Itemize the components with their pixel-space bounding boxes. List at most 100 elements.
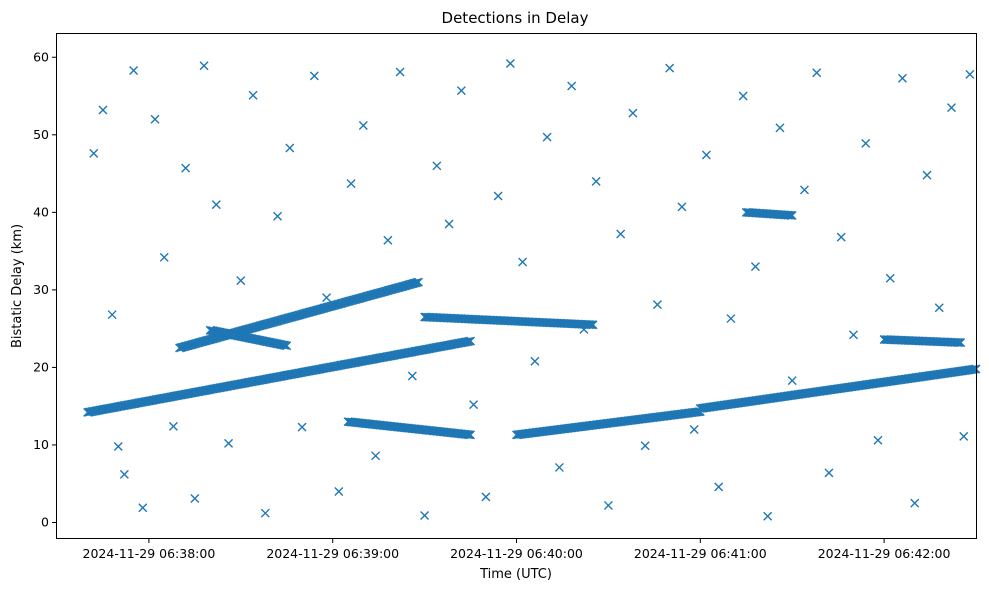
detection-point <box>411 278 421 288</box>
detection-point <box>432 161 442 171</box>
x-axis: 2024-11-29 06:38:00 2024-11-29 06:39:00 20… <box>83 538 951 561</box>
plot-marks <box>83 58 981 521</box>
detection-point <box>282 341 292 351</box>
detection-point <box>946 103 956 113</box>
detection-point <box>554 462 564 472</box>
detection-point <box>763 511 773 521</box>
detection-point <box>786 210 796 220</box>
detection-point <box>481 492 491 502</box>
detection-point <box>603 500 613 510</box>
y-tick-label: 20 <box>33 359 49 374</box>
x-axis-label: Time (UTC) <box>479 567 552 582</box>
detection-point <box>812 68 822 78</box>
detection-point <box>273 211 283 221</box>
detection-point <box>652 300 662 310</box>
detection-point <box>959 431 969 441</box>
detection-point <box>413 277 423 287</box>
detection-point <box>836 232 846 242</box>
detection-point <box>922 170 932 180</box>
y-axis-label: Bistatic Delay (km) <box>10 224 25 348</box>
detection-point <box>784 210 794 220</box>
chart-title: Detections in Delay <box>442 9 589 27</box>
x-tick-label: 2024-11-29 06:41:00 <box>634 546 767 561</box>
detection-point <box>280 340 290 350</box>
detection-point <box>464 430 474 440</box>
detection-point <box>383 235 393 245</box>
detection-point <box>787 210 797 220</box>
plot-frame <box>56 33 977 539</box>
detection-point <box>714 482 724 492</box>
detection-point <box>322 293 332 303</box>
detection-point <box>334 486 344 496</box>
detection-point <box>395 67 405 77</box>
detection-point <box>873 435 883 445</box>
detection-point <box>701 150 711 160</box>
detection-point <box>677 202 687 212</box>
detection-point <box>358 121 368 130</box>
detection-point <box>505 58 515 68</box>
detection-point <box>456 86 466 96</box>
detection-point <box>970 364 980 374</box>
detection-point <box>236 276 246 286</box>
detection-point <box>181 163 191 173</box>
detection-point <box>628 108 638 118</box>
detection-point <box>530 356 540 366</box>
detection-point <box>587 320 597 330</box>
detection-point <box>129 65 139 75</box>
detection-point <box>463 337 473 347</box>
detection-point <box>150 114 160 124</box>
detection-point <box>297 422 307 432</box>
x-tick-label: 2024-11-29 06:38:00 <box>83 546 216 561</box>
detection-point <box>285 143 295 153</box>
detection-point <box>861 138 871 148</box>
detection-point <box>591 176 601 186</box>
detection-point <box>113 442 123 451</box>
detection-point <box>738 91 748 101</box>
detection-point <box>407 371 417 381</box>
detection-point <box>616 229 626 239</box>
detection-point <box>466 336 476 346</box>
detection-point <box>444 219 454 229</box>
detection-point <box>775 123 785 133</box>
detection-point <box>518 257 528 267</box>
detection-point <box>588 320 598 330</box>
detection-point <box>466 430 476 440</box>
detection-point <box>665 63 675 73</box>
detection-point <box>248 90 258 100</box>
detection-point <box>420 511 430 521</box>
detection-point <box>640 441 650 451</box>
detection-point <box>463 430 473 440</box>
detection-point <box>953 337 963 347</box>
detection-point <box>897 73 907 83</box>
detection-point <box>750 262 760 272</box>
y-tick-label: 50 <box>33 127 49 142</box>
detection-point <box>464 336 474 346</box>
detection-point <box>309 71 319 81</box>
detection-point <box>371 451 381 461</box>
x-tick-label: 2024-11-29 06:39:00 <box>266 546 399 561</box>
detection-point <box>260 508 270 518</box>
detection-point <box>579 324 589 334</box>
detection-point <box>89 148 99 158</box>
detection-point <box>98 105 108 115</box>
y-tick-label: 10 <box>33 437 49 452</box>
detection-point <box>412 278 422 288</box>
detection-point <box>224 438 234 448</box>
detection-point <box>726 314 736 324</box>
y-tick-label: 0 <box>41 514 49 529</box>
detection-point <box>199 61 209 71</box>
detection-point <box>885 273 895 283</box>
detection-point <box>469 400 479 410</box>
detection-point <box>190 493 200 503</box>
detection-point <box>954 338 964 348</box>
x-tick-label: 2024-11-29 06:40:00 <box>450 546 583 561</box>
detection-point <box>346 179 356 189</box>
detection-point <box>787 376 797 386</box>
detection-point <box>689 424 699 434</box>
detection-point <box>910 498 920 508</box>
detection-point <box>585 320 595 330</box>
detection-point <box>824 468 834 478</box>
detection-point <box>119 469 129 479</box>
detection-point <box>567 81 577 91</box>
